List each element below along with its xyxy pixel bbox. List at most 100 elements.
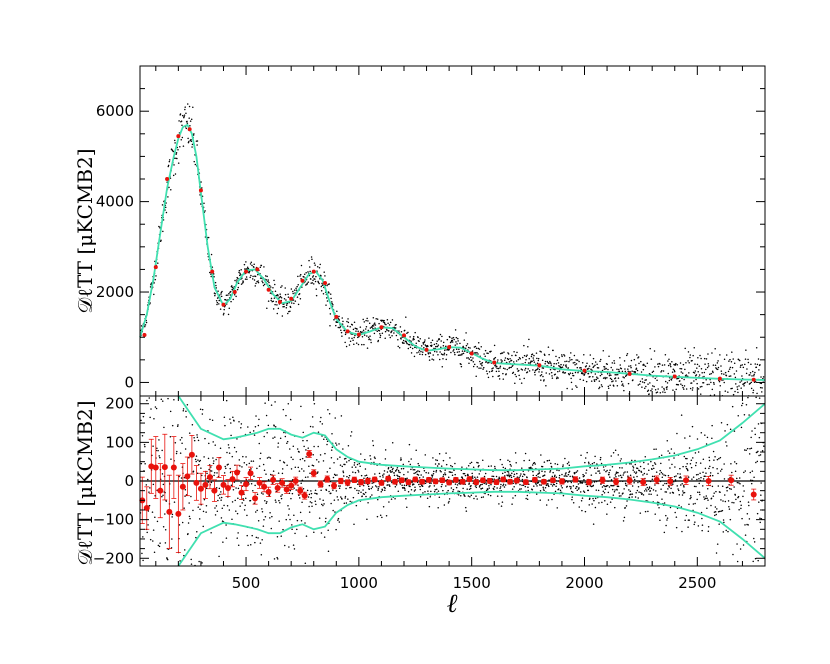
unbinned-residual-point [311, 464, 314, 466]
unbinned-point [363, 343, 365, 346]
unbinned-point [342, 320, 344, 323]
unbinned-point [706, 383, 708, 386]
unbinned-point [643, 364, 645, 367]
top-y-axis-label: 𝒟ℓTT [μKCMB2] [73, 148, 97, 313]
unbinned-point [386, 318, 389, 321]
unbinned-residual-point [761, 449, 764, 452]
unbinned-point [511, 354, 513, 357]
unbinned-point [191, 146, 193, 148]
unbinned-point [664, 354, 667, 356]
unbinned-residual-point [196, 434, 198, 436]
unbinned-residual-point [447, 489, 449, 492]
unbinned-residual-point [221, 507, 224, 510]
unbinned-residual-point [328, 412, 331, 415]
unbinned-residual-point [247, 544, 249, 547]
unbinned-residual-point [400, 457, 402, 459]
unbinned-residual-point [733, 502, 735, 504]
unbinned-point [754, 363, 757, 365]
unbinned-point [729, 366, 732, 369]
unbinned-point [493, 357, 495, 360]
unbinned-point [287, 293, 289, 295]
unbinned-residual-point [583, 479, 585, 481]
unbinned-residual-point [363, 482, 366, 484]
unbinned-residual-point [342, 475, 345, 477]
unbinned-residual-point [208, 468, 210, 471]
binned-residual-point [256, 479, 263, 486]
unbinned-point [532, 359, 535, 361]
unbinned-residual-point [644, 455, 647, 458]
unbinned-residual-point [649, 490, 651, 492]
unbinned-point [683, 378, 685, 381]
unbinned-point [183, 114, 186, 116]
unbinned-point [740, 380, 743, 382]
unbinned-residual-point [340, 415, 343, 417]
unbinned-residual-point [601, 501, 603, 504]
unbinned-point [523, 377, 525, 380]
unbinned-point [592, 357, 595, 360]
unbinned-residual-point [423, 470, 426, 472]
unbinned-residual-point [608, 473, 610, 476]
unbinned-residual-point [455, 486, 458, 489]
unbinned-residual-point [222, 541, 224, 543]
unbinned-residual-point [535, 493, 538, 495]
unbinned-residual-point [651, 478, 654, 480]
unbinned-residual-point [345, 457, 347, 460]
unbinned-point [578, 360, 580, 363]
unbinned-point [724, 390, 727, 392]
unbinned-residual-point [600, 483, 602, 485]
unbinned-residual-point [252, 430, 255, 432]
unbinned-residual-point [609, 501, 612, 503]
unbinned-point [569, 372, 572, 374]
unbinned-residual-point [666, 517, 669, 519]
unbinned-residual-point [537, 481, 540, 484]
unbinned-residual-point [635, 492, 637, 494]
unbinned-residual-point [347, 498, 349, 500]
unbinned-residual-point [150, 408, 152, 410]
binned-residual-point [193, 479, 200, 486]
unbinned-residual-point [499, 487, 501, 490]
unbinned-residual-point [677, 489, 680, 492]
unbinned-point [431, 344, 433, 347]
unbinned-residual-point [673, 457, 675, 459]
unbinned-point [368, 338, 371, 340]
unbinned-point [509, 358, 511, 360]
unbinned-residual-point [403, 487, 406, 490]
unbinned-residual-point [320, 503, 323, 506]
unbinned-residual-point [144, 445, 146, 448]
unbinned-residual-point [564, 457, 566, 460]
unbinned-point [613, 362, 616, 364]
unbinned-residual-point [241, 466, 243, 468]
unbinned-point [540, 351, 542, 353]
unbinned-residual-point [758, 436, 761, 439]
unbinned-residual-point [389, 485, 391, 488]
unbinned-residual-point [210, 466, 212, 468]
unbinned-residual-point [512, 482, 515, 485]
unbinned-point [692, 387, 694, 389]
unbinned-point [285, 304, 288, 307]
unbinned-residual-point [289, 489, 292, 492]
unbinned-residual-point [439, 470, 441, 472]
unbinned-residual-point [230, 484, 233, 486]
unbinned-point [590, 380, 593, 382]
unbinned-residual-point [440, 471, 442, 473]
unbinned-point [332, 304, 334, 306]
unbinned-residual-point [445, 452, 447, 454]
unbinned-residual-point [471, 475, 474, 477]
unbinned-point [443, 353, 445, 356]
unbinned-point [679, 367, 681, 370]
unbinned-point [681, 372, 684, 374]
unbinned-residual-point [359, 465, 361, 467]
unbinned-residual-point [595, 489, 598, 491]
unbinned-point [750, 381, 753, 384]
unbinned-point [367, 336, 370, 339]
unbinned-point [172, 174, 175, 177]
unbinned-point [707, 365, 710, 367]
unbinned-point [394, 327, 397, 329]
unbinned-residual-point [338, 443, 340, 445]
unbinned-point [437, 353, 439, 356]
unbinned-point [223, 312, 225, 315]
unbinned-residual-point [356, 463, 359, 466]
unbinned-residual-point [696, 438, 699, 440]
unbinned-point [243, 263, 246, 266]
unbinned-point [369, 327, 372, 329]
